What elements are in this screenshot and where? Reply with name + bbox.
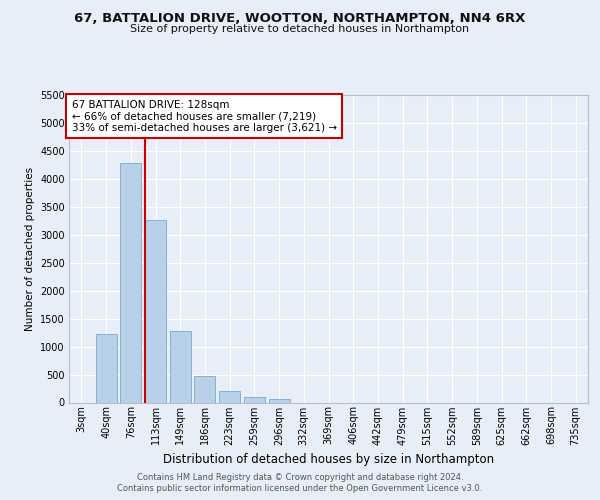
Bar (269, 399, 290, 402)
Y-axis label: Number of detached properties: Number of detached properties (25, 166, 35, 331)
Bar (145, 220, 166, 402)
Text: 67, BATTALION DRIVE, WOOTTON, NORTHAMPTON, NN4 6RX: 67, BATTALION DRIVE, WOOTTON, NORTHAMPTO… (74, 12, 526, 26)
Text: Contains public sector information licensed under the Open Government Licence v3: Contains public sector information licen… (118, 484, 482, 493)
Text: Contains HM Land Registry data © Crown copyright and database right 2024.: Contains HM Land Registry data © Crown c… (137, 472, 463, 482)
Bar (120, 163, 141, 402)
X-axis label: Distribution of detached houses by size in Northampton: Distribution of detached houses by size … (163, 453, 494, 466)
Bar (194, 376, 215, 402)
Text: Size of property relative to detached houses in Northampton: Size of property relative to detached ho… (130, 24, 470, 34)
Bar (219, 391, 240, 402)
Bar (170, 332, 191, 402)
Bar (95, 334, 116, 402)
Text: 67 BATTALION DRIVE: 128sqm
← 66% of detached houses are smaller (7,219)
33% of s: 67 BATTALION DRIVE: 128sqm ← 66% of deta… (71, 100, 337, 133)
Bar (244, 398, 265, 402)
